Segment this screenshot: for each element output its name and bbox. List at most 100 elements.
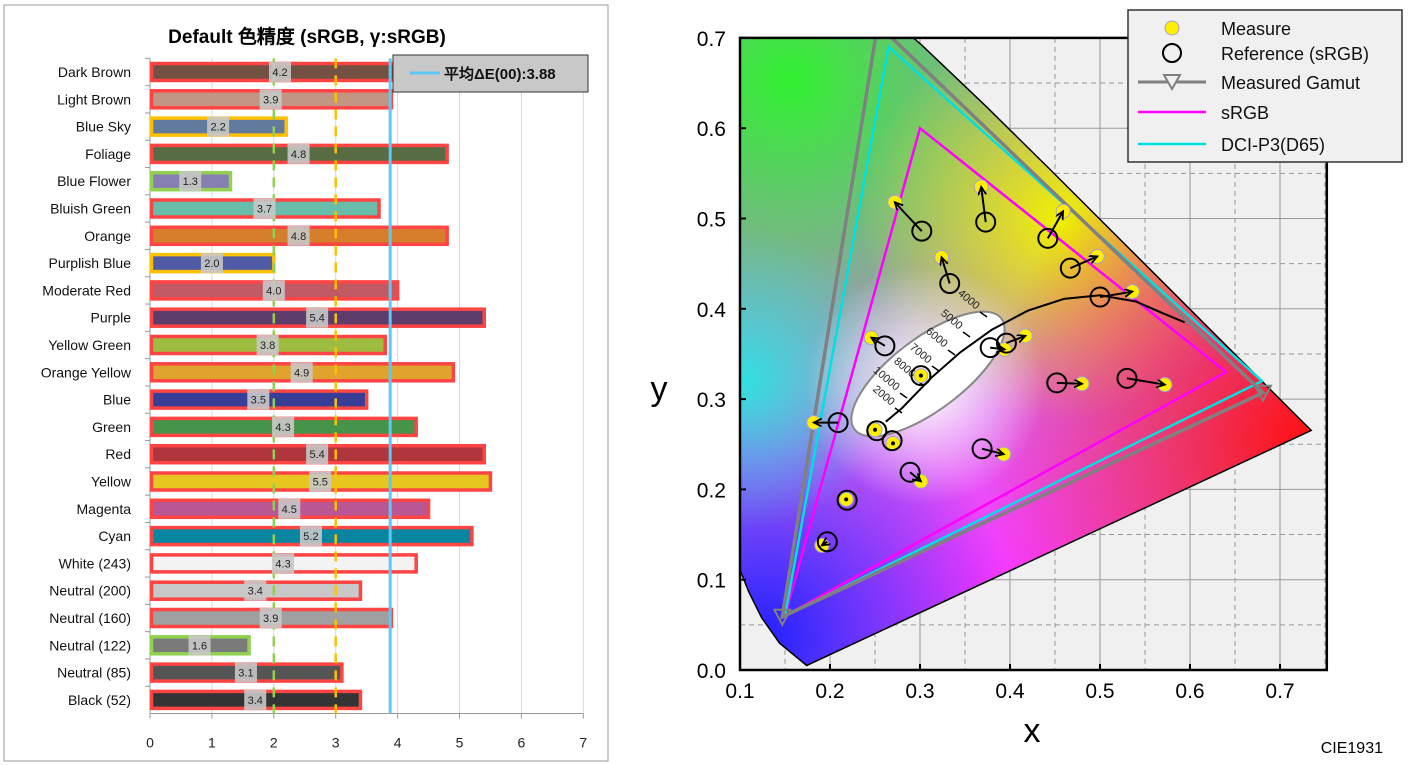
- shift-arrow: [895, 202, 923, 232]
- y-tick-label: 0.1: [697, 570, 726, 593]
- data-label-box: [262, 280, 285, 301]
- legend-measure-marker: [1164, 20, 1180, 36]
- cct-tick: [931, 365, 940, 372]
- shift-arrow: [822, 542, 827, 546]
- category-label: Blue Flower: [57, 173, 131, 189]
- delta-e-bar-chart: Default 色精度 (sRGB, γ:sRGB) 0 1 2 3 4 5 6 7 Dark B…: [3, 4, 609, 762]
- data-label-box: [234, 662, 257, 683]
- data-label-box: [309, 471, 332, 492]
- x-tick-label: 3: [332, 735, 340, 751]
- x-tick-label: 1: [208, 735, 216, 751]
- data-label: 3.4: [248, 695, 263, 707]
- data-label-box: [200, 253, 223, 274]
- shift-arrow: [981, 447, 1004, 454]
- shift-arrow: [1006, 336, 1025, 345]
- data-label-box: [287, 225, 310, 246]
- reference-point: [911, 220, 933, 242]
- data-label-box: [244, 689, 267, 710]
- category-label: Bluish Green: [50, 201, 131, 217]
- data-label-box: [272, 416, 295, 437]
- category-label: Yellow: [91, 474, 132, 490]
- data-label: 4.3: [275, 422, 290, 434]
- data-label-box: [259, 89, 282, 110]
- cct-tick: [947, 349, 956, 356]
- cct-tick: [894, 407, 903, 414]
- data-label: 3.5: [251, 395, 266, 407]
- shift-arrow: [1056, 383, 1082, 384]
- data-label: 2.0: [204, 258, 219, 270]
- reference-point: [971, 438, 993, 460]
- data-label: 4.2: [272, 67, 287, 79]
- reference-point: [874, 335, 896, 357]
- category-label: Green: [92, 419, 131, 435]
- data-label: 3.1: [238, 668, 253, 680]
- data-label-box: [306, 444, 329, 465]
- reference-point: [975, 211, 997, 233]
- data-label: 3.4: [248, 586, 263, 598]
- category-label: Neutral (85): [57, 665, 131, 681]
- cie-footer: CIE1931: [1321, 740, 1383, 757]
- category-label: Yellow Green: [48, 337, 131, 353]
- category-label: Cyan: [98, 528, 131, 544]
- center-dot: [844, 497, 849, 502]
- srgb-gamut: [783, 126, 1229, 619]
- category-label: Light Brown: [57, 91, 131, 107]
- x-tick-label: 0.3: [905, 680, 934, 703]
- x-tick-label: 0: [146, 735, 154, 751]
- reference-point: [1059, 257, 1081, 279]
- reference-point: [866, 420, 888, 442]
- shift-arrow: [871, 338, 886, 347]
- gamut-vertex-marker: [1253, 384, 1273, 403]
- reference-point: [816, 531, 838, 553]
- category-label: Neutral (200): [49, 583, 131, 599]
- y-tick-label: 0.4: [697, 299, 727, 322]
- y-tick-label: 0.0: [697, 660, 726, 683]
- data-label: 1.3: [183, 176, 198, 188]
- y-tick-label: 0.3: [697, 389, 726, 412]
- category-label: Foliage: [85, 146, 131, 162]
- data-label-box: [256, 335, 279, 355]
- x-tick-label: 0.5: [1085, 680, 1114, 703]
- category-label: Orange Yellow: [41, 364, 132, 380]
- y-axis-label: y: [651, 370, 668, 408]
- data-label: 4.8: [291, 149, 306, 161]
- shift-arrow: [1046, 211, 1063, 239]
- shift-arrow: [990, 348, 1004, 350]
- shift-arrow: [909, 471, 921, 481]
- data-label: 3.9: [263, 613, 278, 625]
- category-label: Orange: [84, 228, 131, 244]
- cct-tick: [979, 311, 988, 318]
- data-label-box: [278, 498, 301, 519]
- y-tick-label: 0.2: [697, 479, 726, 502]
- reference-point: [836, 489, 858, 511]
- category-label: Purplish Blue: [49, 255, 132, 271]
- gamut-vertex-marker: [772, 608, 792, 627]
- measured-gamut: [780, 37, 1266, 620]
- reference-point: [939, 273, 961, 295]
- data-label-box: [188, 635, 211, 656]
- data-label: 3.7: [257, 204, 272, 216]
- x-tick-label: 6: [518, 735, 526, 751]
- x-tick-label: 0.2: [815, 680, 844, 703]
- category-label: Blue: [103, 392, 131, 408]
- data-label: 4.9: [294, 367, 309, 379]
- locus-outline: [740, 37, 1313, 667]
- category-label: Black (52): [68, 692, 131, 708]
- shift-arrow: [1126, 377, 1165, 384]
- x-tick-label: 5: [456, 735, 464, 751]
- data-label: 2.2: [210, 122, 225, 134]
- data-label: 4.8: [291, 231, 306, 243]
- x-tick-label: 7: [579, 735, 587, 751]
- data-label-box: [207, 116, 230, 137]
- data-label: 5.4: [309, 449, 324, 461]
- shift-arrow: [1069, 256, 1097, 270]
- data-label-box: [272, 553, 295, 574]
- data-label-box: [259, 608, 282, 628]
- legend-reference-marker: [1162, 43, 1182, 63]
- legend-label: Measure: [1221, 19, 1291, 39]
- data-label-box: [290, 362, 313, 383]
- center-dot: [918, 373, 923, 378]
- category-label: Purple: [91, 310, 132, 326]
- data-label: 1.6: [192, 640, 207, 652]
